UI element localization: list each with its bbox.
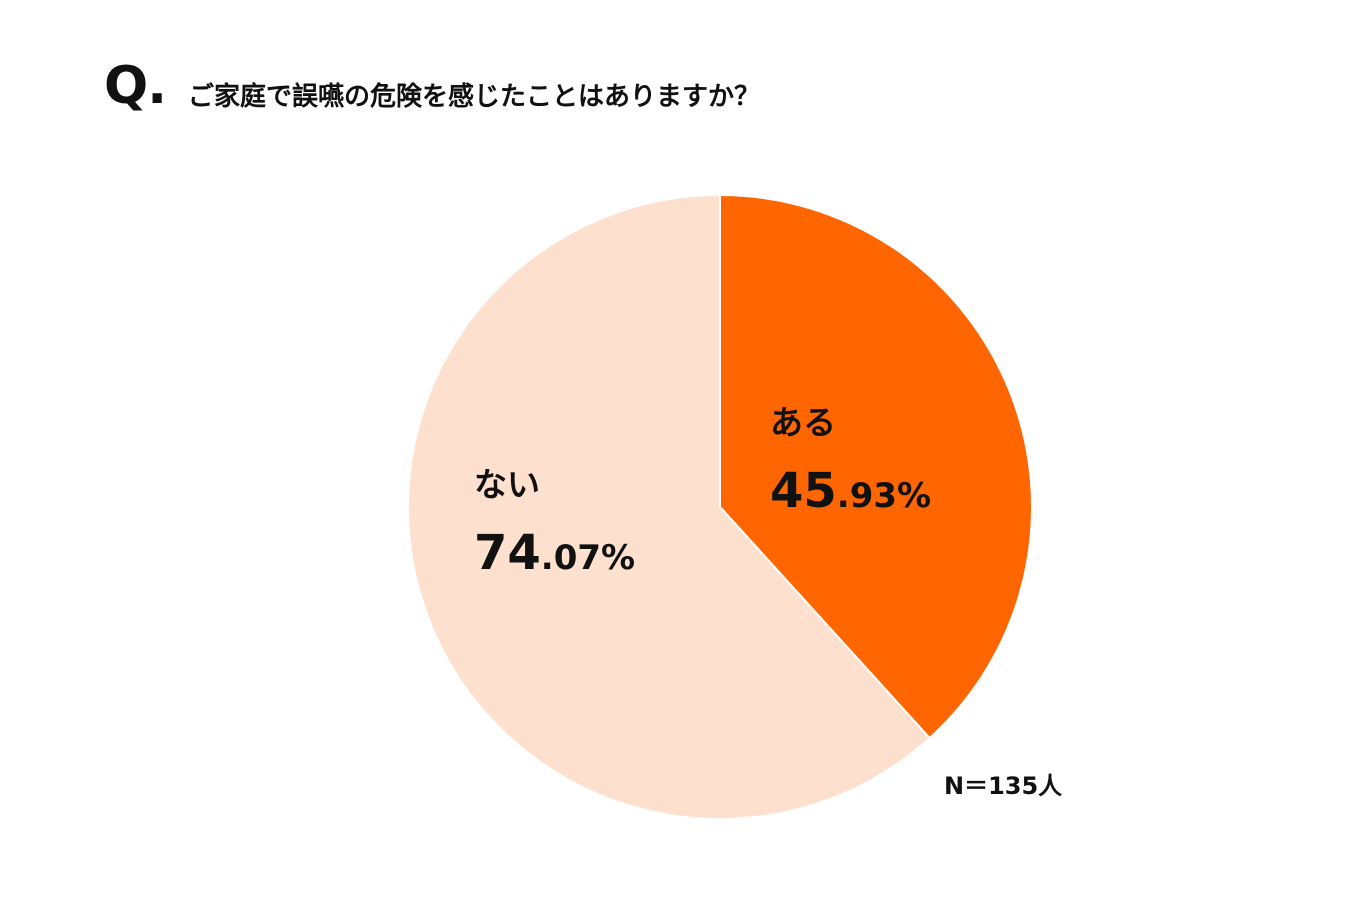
- pie-slice-nai: [407, 193, 932, 820]
- slice-value-nai-int: 74: [474, 525, 541, 581]
- pie-slice-aru: [719, 193, 1033, 740]
- question-text: ご家庭で誤嚥の危険を感じたことはありますか？: [188, 82, 761, 112]
- slice-label-aru: ある 45.93%: [770, 406, 931, 515]
- slice-label-nai: ない 74.07%: [474, 468, 635, 577]
- slice-value-aru: 45.93%: [770, 467, 931, 515]
- sample-size-label: N＝135人: [944, 772, 1063, 800]
- slice-value-nai: 74.07%: [474, 529, 635, 577]
- slice-value-aru-dec: .93%: [836, 476, 932, 516]
- slice-value-aru-int: 45: [770, 463, 837, 519]
- slice-name-nai: ない: [474, 465, 540, 504]
- slice-value-nai-dec: .07%: [540, 538, 636, 578]
- slice-name-aru: ある: [770, 403, 836, 442]
- question-mark-label: Q.: [104, 56, 167, 116]
